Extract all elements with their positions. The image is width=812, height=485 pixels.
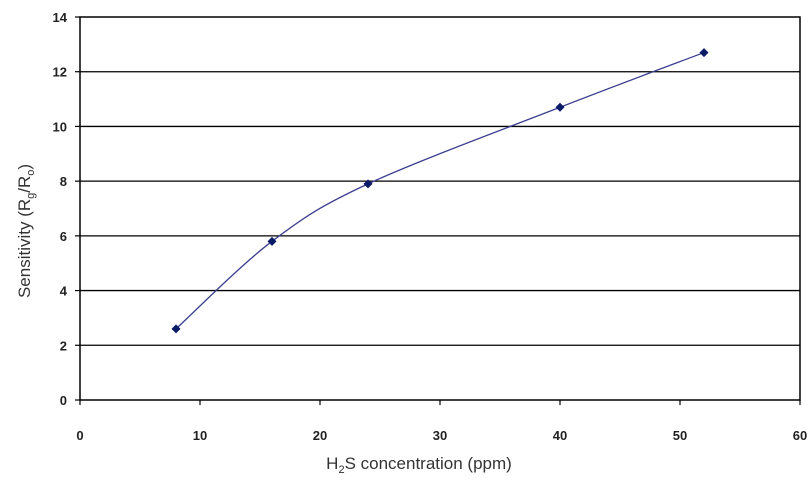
- x-tick-label: 50: [673, 428, 687, 443]
- data-point-2: [267, 236, 277, 246]
- y-tick-label: 12: [53, 65, 67, 80]
- y-tick-label: 6: [60, 229, 67, 244]
- y-tick-label: 8: [60, 174, 67, 189]
- plot-area-frame: [79, 16, 801, 401]
- y-tick-label: 2: [60, 338, 67, 353]
- y-axis-ticks: 0 2 4 6 8 10 12 14: [53, 10, 80, 408]
- data-point-1: [171, 324, 181, 334]
- x-tick-label: 0: [76, 428, 83, 443]
- y-axis-title: Sensitivity (Rg/Ro): [15, 164, 37, 298]
- data-points: [171, 48, 709, 334]
- x-tick-label: 30: [433, 428, 447, 443]
- series-line: [175, 51, 705, 330]
- x-tick-label: 40: [553, 428, 567, 443]
- x-tick-label: 20: [313, 428, 327, 443]
- y-tick-label: 0: [60, 393, 67, 408]
- x-tick-label: 10: [193, 428, 207, 443]
- x-axis-ticks: 0 10 20 30 40 50 60: [76, 400, 807, 443]
- y-tick-label: 4: [60, 284, 68, 299]
- y-tick-label: 10: [53, 119, 67, 134]
- x-axis-title: H2S concentration (ppm): [326, 454, 512, 476]
- data-point-3: [363, 179, 373, 189]
- grid-lines: [80, 71, 800, 346]
- data-point-4: [555, 102, 565, 112]
- y-tick-label: 14: [53, 10, 68, 25]
- data-point-5: [699, 48, 709, 58]
- x-tick-label: 60: [793, 428, 807, 443]
